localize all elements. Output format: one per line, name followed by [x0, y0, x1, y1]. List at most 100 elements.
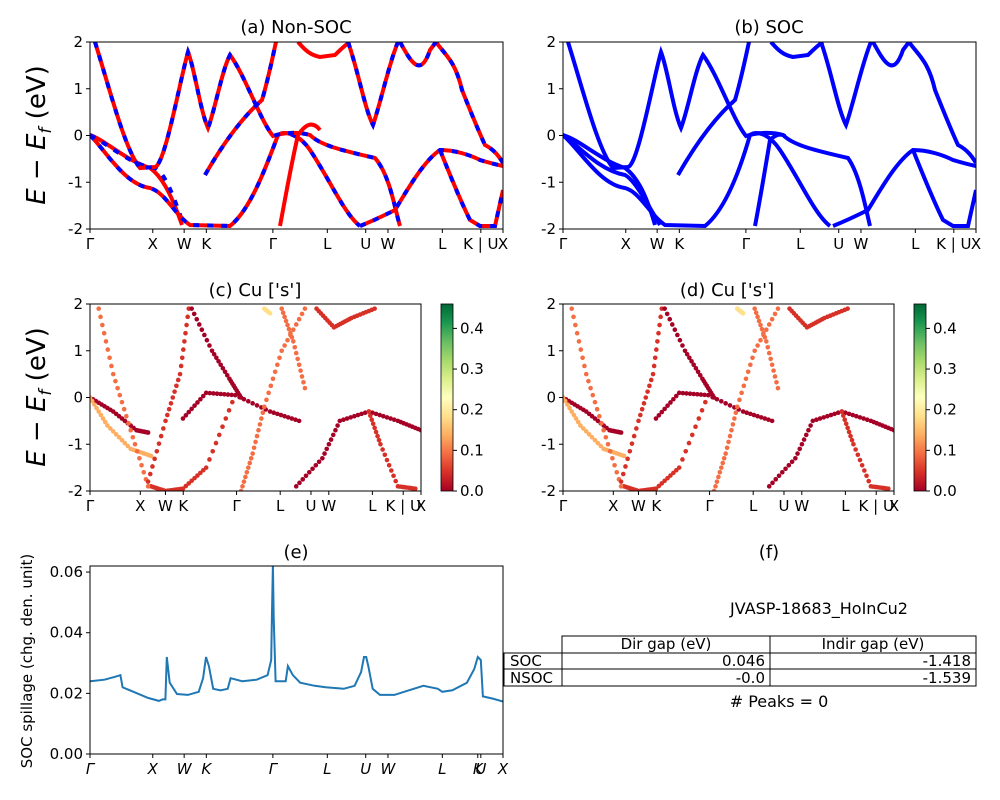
projected-point: [745, 369, 751, 375]
y-tick-label: -2: [68, 482, 83, 500]
projected-point: [283, 318, 289, 324]
projected-point: [682, 348, 688, 354]
projected-point: [209, 348, 215, 354]
projected-point: [170, 395, 176, 400]
projected-point: [183, 413, 189, 418]
projected-point: [773, 477, 779, 482]
projected-point: [665, 403, 670, 408]
projected-point: [154, 448, 160, 454]
projected-point: [711, 488, 717, 491]
projected-point: [300, 477, 306, 482]
projected-point: [598, 443, 604, 449]
projected-point: [156, 441, 162, 446]
projected-point: [641, 401, 647, 406]
colorbar-ticks: 0.0 0.1 0.2 0.3 0.4: [453, 319, 484, 500]
projected-point: [586, 378, 591, 384]
projected-point: [377, 412, 383, 418]
x-tick-label: W: [177, 235, 192, 253]
panel-e-ylabel: SOC spillage (chg. den. unit): [18, 554, 36, 769]
panel-e-frame: [89, 565, 504, 755]
projected-point: [775, 306, 781, 311]
projected-point: [145, 430, 151, 435]
projected-point: [306, 470, 312, 475]
projected-point: [664, 311, 670, 317]
projected-point: [846, 429, 852, 435]
projected-point: [382, 452, 388, 458]
material-id: JVASP-18683_HoInCu2: [729, 599, 908, 619]
projected-point: [279, 348, 284, 354]
projected-point: [762, 416, 768, 421]
projected-point: [130, 434, 136, 440]
projected-point: [571, 412, 577, 418]
colorbar-tick-label: 0.1: [460, 441, 484, 459]
projected-point: [150, 464, 155, 469]
projected-point: [638, 412, 643, 418]
projected-point: [199, 327, 205, 333]
soc-indir-gap: -1.418: [923, 652, 971, 670]
panel-c-title: (c) Cu ['s']: [209, 280, 302, 301]
x-tick-label: X: [498, 235, 508, 253]
projected-point: [687, 355, 692, 361]
projected-point: [578, 423, 583, 428]
projected-point: [230, 399, 235, 405]
projected-point: [618, 479, 624, 484]
projected-point: [366, 409, 372, 414]
projected-point: [119, 437, 125, 443]
projected-point: [673, 393, 679, 399]
colorbar-tick-label: 0.4: [460, 319, 484, 337]
projected-point: [109, 363, 114, 369]
x-tick-label: L: [368, 497, 377, 515]
projected-point: [359, 411, 364, 417]
projected-point: [625, 456, 630, 462]
y-tick-label: -1: [541, 173, 556, 191]
projected-point: [576, 339, 582, 344]
projected-point: [857, 457, 863, 463]
projected-point: [669, 322, 675, 327]
projected-point: [267, 311, 273, 316]
projected-point: [718, 465, 724, 470]
x-tick-label: X: [416, 497, 426, 515]
projected-point: [571, 314, 576, 320]
projected-point: [803, 432, 809, 438]
projected-point: [629, 441, 635, 446]
projected-point: [797, 446, 803, 452]
projected-point: [211, 391, 216, 396]
projected-point: [182, 339, 187, 344]
projected-point: [216, 432, 222, 438]
projected-point: [563, 395, 566, 400]
projected-point: [341, 417, 346, 423]
projected-point: [634, 426, 639, 431]
projected-point: [575, 419, 581, 425]
projected-point: [261, 404, 267, 410]
projected-point: [192, 403, 197, 408]
colorbar-tick-label: 0.1: [933, 441, 957, 459]
projected-point: [699, 408, 705, 413]
projected-point: [765, 344, 771, 350]
y-tick-label: 2: [73, 33, 83, 51]
projected-point: [92, 402, 97, 407]
projected-point: [752, 306, 757, 311]
band-line: [296, 42, 352, 60]
projected-point: [614, 470, 620, 475]
projected-point: [200, 393, 206, 399]
projected-point: [723, 401, 728, 406]
peaks-count: # Peaks = 0: [730, 692, 829, 711]
projected-point: [693, 424, 698, 430]
y-tick-label: 0: [546, 127, 556, 145]
projected-point: [605, 441, 611, 447]
x-tick-label: K: [178, 497, 189, 515]
projected-point: [697, 372, 703, 378]
projected-point: [418, 427, 421, 433]
projected-point: [134, 448, 140, 454]
projected-point: [814, 417, 819, 423]
projected-point: [739, 390, 744, 396]
band-line: [438, 149, 503, 228]
projected-point: [766, 350, 772, 356]
projected-point: [391, 417, 397, 423]
projected-point: [772, 374, 778, 379]
projected-point: [597, 413, 602, 419]
projected-point: [266, 390, 271, 396]
